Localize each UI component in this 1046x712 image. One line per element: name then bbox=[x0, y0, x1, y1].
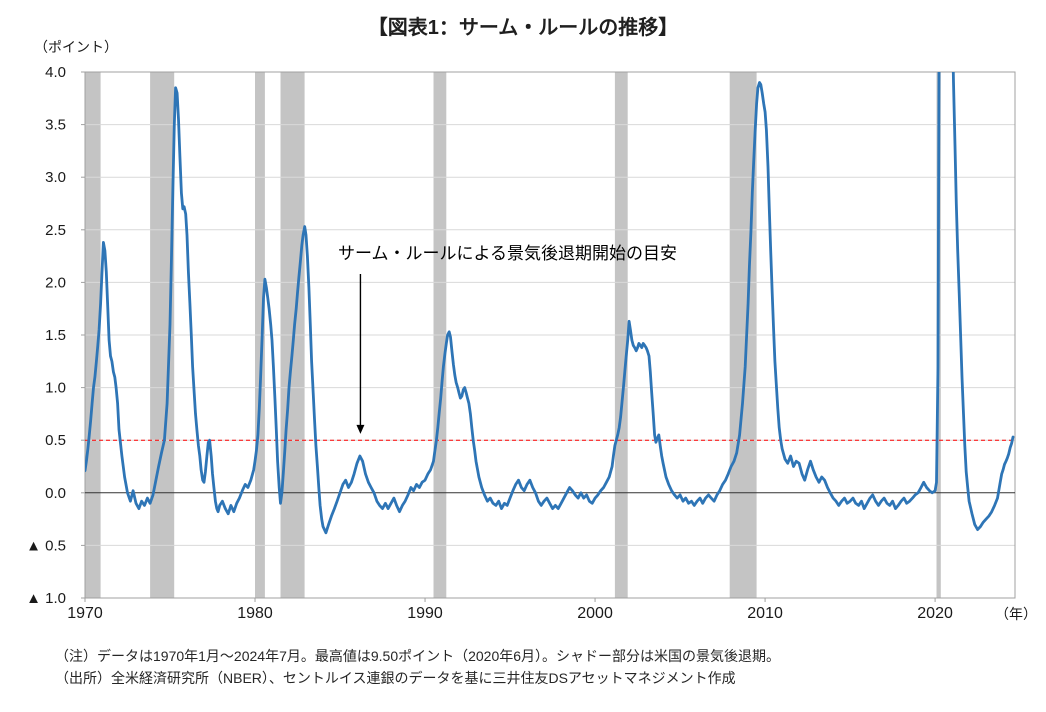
svg-text:3.5: 3.5 bbox=[45, 117, 66, 134]
data-note: （注）データは1970年1月～2024年7月。最高値は9.50ポイント（2020… bbox=[55, 648, 781, 664]
svg-text:1990: 1990 bbox=[407, 605, 443, 622]
x-axis-labels: 1970 1980 1990 2000 2010 2020 bbox=[67, 598, 953, 622]
x-axis-unit-label: （年） bbox=[995, 606, 1037, 622]
footnotes: （注）データは1970年1月～2024年7月。最高値は9.50ポイント（2020… bbox=[55, 645, 1036, 689]
svg-text:2.5: 2.5 bbox=[45, 222, 66, 239]
svg-text:1980: 1980 bbox=[237, 605, 273, 622]
annotation-arrow bbox=[356, 273, 365, 434]
source-note: （出所）全米経済研究所（NBER）、セントルイス連銀のデータを基に三井住友DSア… bbox=[55, 670, 736, 686]
svg-text:2.0: 2.0 bbox=[45, 274, 66, 291]
svg-text:2020: 2020 bbox=[917, 605, 953, 622]
svg-text:0.5: 0.5 bbox=[45, 432, 66, 449]
y-axis-unit-label: （ポイント） bbox=[34, 39, 118, 55]
sahm-rule-line bbox=[85, 72, 1015, 535]
page-title: 【図表1：サーム・ルールの推移】 bbox=[367, 17, 679, 39]
svg-text:1970: 1970 bbox=[67, 605, 103, 622]
gridlines bbox=[85, 71, 1015, 599]
threshold-annotation-label: サーム・ルールによる景気後退期開始の目安 bbox=[338, 244, 677, 263]
svg-text:1.0: 1.0 bbox=[45, 380, 66, 397]
svg-text:1.5: 1.5 bbox=[45, 327, 66, 344]
svg-text:2000: 2000 bbox=[577, 605, 613, 622]
svg-text:▲ 1.0: ▲ 1.0 bbox=[26, 590, 66, 607]
svg-text:2010: 2010 bbox=[747, 605, 783, 622]
svg-text:3.0: 3.0 bbox=[45, 169, 66, 186]
y-axis-labels: 4.0 3.5 3.0 2.5 2.0 1.5 1.0 0.5 0.0 ▲ 0.5 ▲ 1.0 bbox=[26, 64, 85, 607]
svg-text:4.0: 4.0 bbox=[45, 64, 66, 81]
svg-text:0.0: 0.0 bbox=[45, 485, 66, 502]
svg-text:▲ 0.5: ▲ 0.5 bbox=[26, 537, 66, 554]
